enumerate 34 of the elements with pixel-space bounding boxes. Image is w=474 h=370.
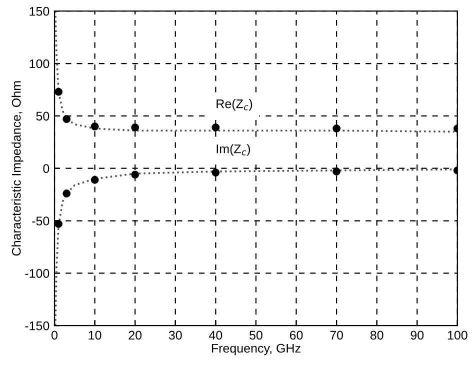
y-tick-label: -100 xyxy=(25,268,50,278)
y-axis-title: Characteristic Impedance, Ohm xyxy=(12,81,24,256)
point xyxy=(131,124,140,132)
point xyxy=(90,176,99,184)
point xyxy=(62,115,71,124)
x-tick-label: 80 xyxy=(370,330,384,340)
point xyxy=(62,190,71,198)
y-tick-label: 100 xyxy=(30,59,50,68)
y-tick-label: -150 xyxy=(25,321,50,330)
series-label: Re(Z$_{c}$) xyxy=(216,99,252,111)
point xyxy=(54,220,62,228)
x-tick-label: 20 xyxy=(128,330,142,340)
x-tick-label: 70 xyxy=(330,330,344,340)
x-tick-label: 10 xyxy=(88,330,102,340)
y-tick-label: 0 xyxy=(43,164,50,173)
x-tick-label: 40 xyxy=(209,330,222,340)
point xyxy=(212,168,220,176)
y-tick-label: 150 xyxy=(30,6,50,16)
point xyxy=(212,124,220,132)
x-tick-label: 90 xyxy=(410,330,424,340)
x-tick-label: 100 xyxy=(448,330,468,340)
y-tick-label: 50 xyxy=(36,112,50,121)
point xyxy=(332,168,340,176)
point xyxy=(54,88,62,96)
point xyxy=(131,170,140,179)
point xyxy=(90,122,99,130)
y-tick-label: -50 xyxy=(32,216,50,226)
x-tick-label: 50 xyxy=(250,330,262,340)
series-label: Im(Z$_{c}$) xyxy=(216,144,250,156)
x-tick-label: 0 xyxy=(52,330,58,340)
x-axis-title: Frequency, GHz xyxy=(212,344,300,356)
point xyxy=(332,124,340,132)
x-tick-label: 30 xyxy=(168,330,182,340)
x-tick-label: 60 xyxy=(290,330,303,340)
